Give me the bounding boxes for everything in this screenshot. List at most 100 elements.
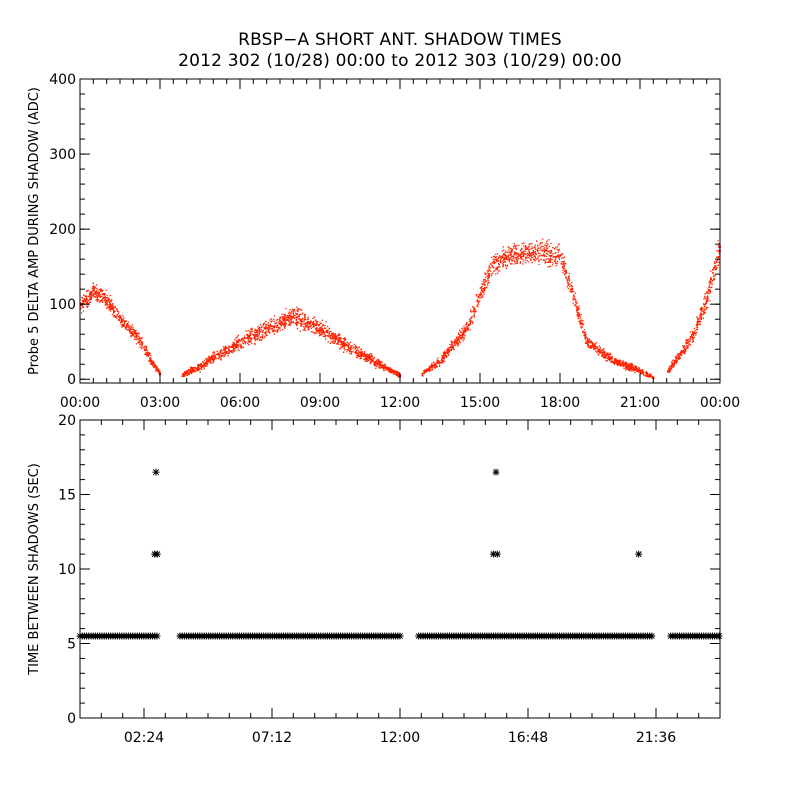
delta-amp-point <box>118 315 120 317</box>
delta-amp-point <box>374 361 377 363</box>
delta-amp-point <box>221 352 223 355</box>
delta-amp-point <box>398 372 400 374</box>
delta-amp-point <box>131 326 133 328</box>
delta-amp-point <box>94 291 97 293</box>
delta-amp-point <box>82 302 84 304</box>
delta-amp-point <box>484 287 486 289</box>
delta-amp-point <box>623 364 625 366</box>
delta-amp-point <box>97 300 99 302</box>
delta-amp-point <box>705 306 707 309</box>
delta-amp-point <box>444 355 446 357</box>
delta-amp-point <box>447 353 449 355</box>
delta-amp-point <box>495 269 497 271</box>
delta-amp-point <box>706 307 709 309</box>
delta-amp-point <box>238 338 240 341</box>
delta-amp-point <box>482 284 484 286</box>
delta-amp-point <box>615 361 617 363</box>
delta-amp-point <box>116 310 119 312</box>
delta-amp-point <box>476 305 478 307</box>
delta-amp-point <box>497 262 500 265</box>
delta-amp-point <box>649 375 651 378</box>
delta-amp-point <box>650 375 652 377</box>
delta-amp-point <box>218 356 220 358</box>
delta-amp-point <box>607 352 609 354</box>
delta-amp-point <box>718 256 720 258</box>
delta-amp-point <box>606 360 608 362</box>
delta-amp-point <box>248 340 250 342</box>
delta-amp-point <box>650 375 652 377</box>
delta-amp-point <box>248 337 250 339</box>
delta-amp-point <box>525 248 527 250</box>
delta-amp-point <box>640 372 642 374</box>
delta-amp-point <box>539 252 541 255</box>
delta-amp-point <box>707 292 709 294</box>
delta-amp-point <box>483 291 485 293</box>
delta-amp-point <box>672 359 674 362</box>
delta-amp-point <box>485 287 487 289</box>
delta-amp-point <box>433 361 435 363</box>
delta-amp-point <box>513 243 515 245</box>
delta-amp-point <box>260 327 263 329</box>
delta-amp-point <box>675 356 677 358</box>
delta-amp-point <box>706 296 708 298</box>
delta-amp-point <box>238 349 240 352</box>
delta-amp-point <box>284 314 286 317</box>
delta-amp-point <box>237 346 239 348</box>
delta-amp-point <box>288 321 290 323</box>
delta-amp-point <box>542 254 545 256</box>
delta-amp-point <box>580 326 582 328</box>
delta-amp-point <box>565 277 567 279</box>
delta-amp-point <box>85 297 87 299</box>
delta-amp-point <box>288 324 291 326</box>
delta-amp-point <box>356 352 359 354</box>
delta-amp-point <box>625 367 627 369</box>
delta-amp-point <box>202 362 205 364</box>
delta-amp-point <box>512 260 514 262</box>
delta-amp-point <box>582 323 585 325</box>
delta-amp-point <box>593 346 596 348</box>
delta-amp-point <box>372 359 374 361</box>
delta-amp-point <box>716 261 718 263</box>
delta-amp-point <box>97 292 99 294</box>
delta-amp-point <box>298 318 300 320</box>
delta-amp-point <box>357 347 359 349</box>
delta-amp-point <box>233 348 235 350</box>
delta-amp-point <box>524 248 526 250</box>
delta-amp-point <box>369 363 371 365</box>
delta-amp-point <box>310 320 312 322</box>
delta-amp-point <box>343 343 345 345</box>
delta-amp-point <box>686 345 688 347</box>
delta-amp-point <box>458 339 460 341</box>
delta-amp-point <box>92 282 94 284</box>
delta-amp-point <box>106 300 108 302</box>
delta-amp-point <box>446 352 448 355</box>
delta-amp-point <box>118 311 120 313</box>
delta-amp-point <box>151 359 153 362</box>
delta-amp-point <box>550 255 553 257</box>
delta-amp-point <box>302 323 304 325</box>
delta-amp-point <box>343 347 345 350</box>
delta-amp-point <box>707 288 709 290</box>
delta-amp-point <box>518 255 520 257</box>
delta-amp-point <box>453 348 455 351</box>
delta-amp-point <box>476 301 479 303</box>
delta-amp-point <box>206 361 208 363</box>
delta-amp-point <box>317 329 319 331</box>
delta-amp-point <box>225 346 227 348</box>
delta-amp-point <box>433 364 435 366</box>
delta-amp-point <box>371 355 374 357</box>
delta-amp-point <box>219 350 221 352</box>
delta-amp-point <box>389 371 391 373</box>
delta-amp-point <box>679 357 681 359</box>
delta-amp-point <box>702 313 704 315</box>
delta-amp-point <box>555 265 557 267</box>
delta-amp-point <box>188 372 190 374</box>
delta-amp-point <box>520 249 522 251</box>
delta-amp-point <box>383 366 385 369</box>
delta-amp-point <box>495 273 497 275</box>
delta-amp-point <box>338 337 340 339</box>
delta-amp-point <box>190 369 192 371</box>
delta-amp-point <box>563 265 565 268</box>
delta-amp-point <box>351 345 353 347</box>
delta-amp-point <box>505 250 507 252</box>
